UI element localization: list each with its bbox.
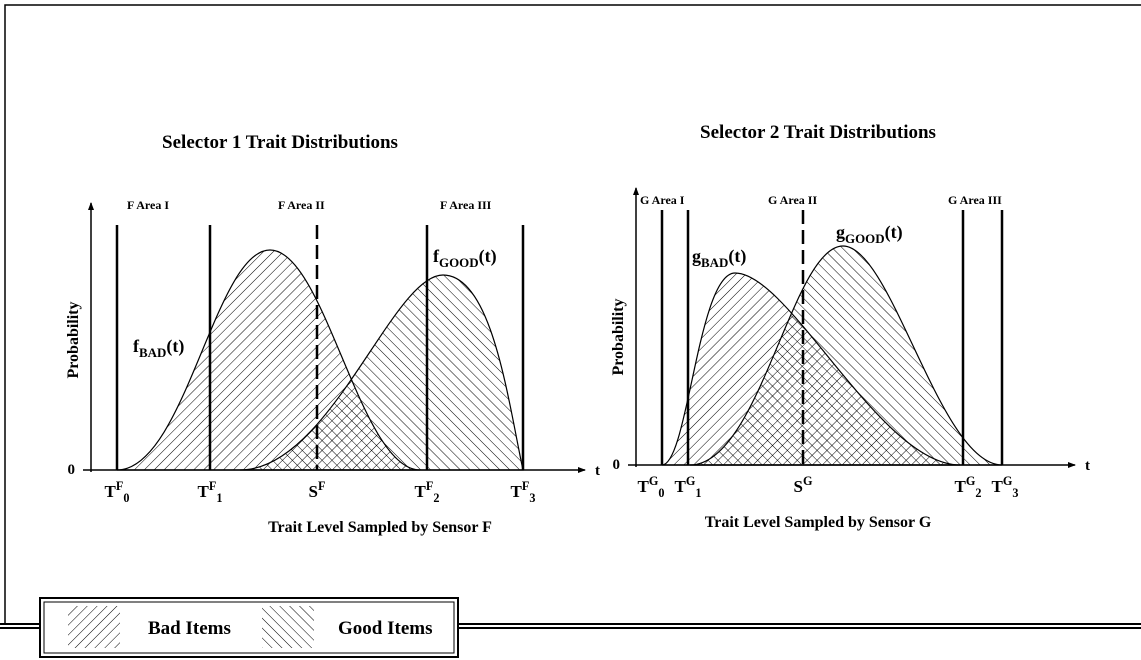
origin-label: 0 (68, 462, 76, 478)
label-part: T (992, 477, 1004, 496)
label-part: 1 (695, 486, 701, 500)
label-part: S (794, 477, 803, 496)
label-part: 3 (529, 491, 535, 505)
label: TG1 (675, 474, 702, 500)
area-label: F Area III (440, 198, 492, 212)
label: TF0 (105, 479, 130, 505)
label-part: F (522, 479, 529, 493)
label-part: G (803, 474, 813, 488)
legend: Bad Items Good Items (39, 597, 459, 658)
y-axis-label: Probability (65, 301, 82, 378)
label-part: (t) (166, 336, 184, 357)
label-part: (t) (885, 222, 903, 243)
label-part: GOOD (439, 255, 479, 270)
label-part: F (116, 479, 123, 493)
panel-title: Selector 2 Trait Distributions (700, 122, 936, 143)
label: fBAD(t) (133, 336, 184, 360)
area-label: G Area I (640, 193, 685, 207)
label-part: f (433, 246, 440, 266)
label-part: (t) (728, 246, 746, 267)
label-part: (t) (479, 246, 497, 267)
label-part: T (198, 482, 210, 501)
label: TF3 (511, 479, 536, 505)
label: TG0 (638, 474, 665, 500)
origin-label: 0 (613, 457, 621, 473)
label: TF2 (415, 479, 440, 505)
label-part: GOOD (845, 231, 885, 246)
label-part: T (638, 477, 650, 496)
panel-title: Selector 1 Trait Distributions (162, 132, 398, 153)
x-axis-label: Trait Level Sampled by Sensor G (705, 514, 932, 531)
label-part: T (415, 482, 427, 501)
label-part: BAD (701, 255, 728, 270)
label-part: 1 (216, 491, 222, 505)
label-part: G (1003, 474, 1013, 488)
label-part: F (318, 479, 325, 493)
label: gGOOD(t) (836, 222, 903, 246)
label-part: g (836, 222, 845, 242)
legend-label: Good Items (338, 618, 432, 639)
label: TG2 (955, 474, 982, 500)
label-part: T (511, 482, 523, 501)
label-part: f (133, 336, 140, 356)
good-distribution (239, 274, 524, 471)
label-part: T (955, 477, 967, 496)
label-part: T (105, 482, 117, 501)
x-axis-label: Trait Level Sampled by Sensor F (268, 519, 492, 536)
label: gBAD(t) (692, 246, 746, 270)
legend-swatch (262, 606, 314, 648)
t-label: t (1085, 458, 1090, 474)
label-part: g (692, 246, 701, 266)
area-label: F Area I (127, 198, 169, 212)
area-label: F Area II (278, 198, 325, 212)
label-part: F (209, 479, 216, 493)
label: SF (309, 479, 326, 501)
label-part: T (675, 477, 687, 496)
label-part: 2 (975, 486, 981, 500)
label-part: 2 (433, 491, 439, 505)
label-part: 3 (1012, 486, 1018, 500)
area-label: G Area II (768, 193, 817, 207)
t-label: t (595, 463, 600, 479)
label-part: BAD (139, 345, 166, 360)
legend-label: Bad Items (148, 618, 231, 639)
label-part: G (686, 474, 696, 488)
label: fGOOD(t) (433, 246, 497, 270)
label-part: 0 (123, 491, 129, 505)
label-part: F (426, 479, 433, 493)
frame (4, 4, 1141, 625)
label-part: G (966, 474, 976, 488)
good-distribution (689, 245, 1003, 466)
label: SG (794, 474, 813, 496)
legend-swatch (68, 606, 120, 648)
label-part: 0 (658, 486, 664, 500)
label: TF1 (198, 479, 223, 505)
label-part: S (309, 482, 318, 501)
area-label: G Area III (948, 193, 1002, 207)
y-axis-label: Probability (610, 298, 627, 375)
label: TG3 (992, 474, 1019, 500)
label-part: G (649, 474, 659, 488)
